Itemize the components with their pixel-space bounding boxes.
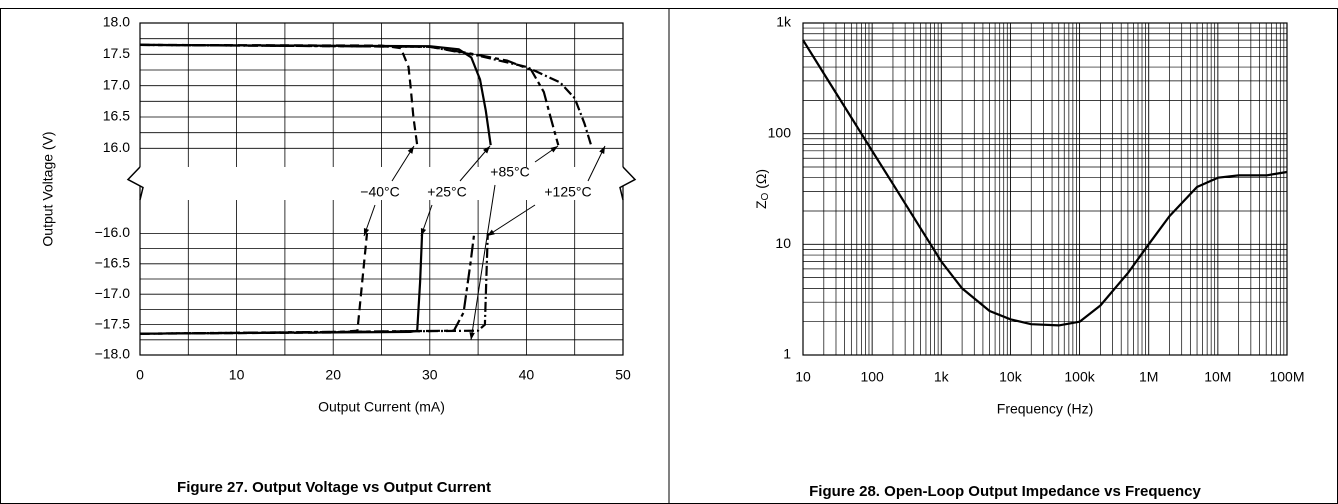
y-axis-label-part: O [760, 192, 771, 200]
arrow-head [550, 146, 558, 153]
x-tick-label: 10k [999, 369, 1023, 385]
x-tick-label: 0 [136, 367, 144, 383]
y-tick-label: −18.0 [95, 346, 131, 362]
y-axis-label-part: Z [753, 200, 769, 209]
y-tick-label: 18.0 [103, 14, 130, 30]
annotation-arrow [459, 145, 491, 182]
y-tick-label: −16.0 [95, 224, 131, 240]
series-label: +25°C [427, 184, 466, 200]
y-tick-label: −17.5 [95, 315, 131, 331]
data-line [802, 39, 1288, 327]
y-tick-label: −16.5 [95, 255, 131, 271]
y-tick-label: 100 [768, 124, 792, 140]
x-tick-label: 30 [422, 367, 438, 383]
x-tick-label: 1k [934, 369, 950, 385]
x-tick-label: 40 [519, 367, 535, 383]
series-label: +85°C [490, 164, 529, 180]
annotation-arrow [470, 184, 496, 341]
y-tick-label: 16.5 [103, 108, 130, 124]
y-axis-label: ZO (Ω) [753, 169, 771, 209]
x-tick-label: 10 [229, 367, 245, 383]
arrow-head [487, 229, 495, 236]
x-tick-label: 1M [1139, 369, 1158, 385]
y-tick-label: −17.0 [95, 285, 131, 301]
x-tick-label: 10M [1204, 369, 1231, 385]
y-tick-label: 10 [775, 235, 791, 251]
y-tick-label: 1 [783, 346, 791, 362]
arrow-head [599, 146, 605, 154]
plot-frame [139, 22, 624, 356]
x-tick-label: 50 [615, 367, 631, 383]
y-tick-label: 17.5 [103, 45, 130, 61]
annotation-arrow [486, 204, 536, 237]
chart-title: Figure 27. Output Voltage vs Output Curr… [177, 479, 491, 496]
x-tick-label: 100 [860, 369, 884, 385]
chart-title: Figure 28. Open-Loop Output Impedance vs… [809, 483, 1201, 500]
x-tick-label: 10 [795, 369, 811, 385]
arrow-head [363, 228, 370, 236]
axis-break-band [128, 167, 635, 200]
y-tick-label: 1k [776, 14, 792, 30]
data-line [139, 43, 593, 335]
y-tick-label: 16.0 [103, 139, 130, 155]
arrow-head [469, 332, 475, 340]
y-axis-label: Output Voltage (V) [40, 131, 56, 246]
arrow-head [483, 146, 490, 154]
x-tick-label: 100M [1269, 369, 1304, 385]
x-axis-label: Output Current (mA) [318, 399, 445, 415]
axis-break [619, 166, 637, 201]
arrow-head [407, 146, 414, 154]
series-label: −40°C [360, 184, 399, 200]
series-label: +125°C [544, 184, 591, 200]
arrow-head [420, 228, 427, 236]
plot-frame [802, 22, 1288, 356]
y-axis-label-part: (Ω) [753, 169, 769, 193]
x-axis-label: Frequency (Hz) [997, 401, 1093, 417]
y-tick-label: 17.0 [103, 76, 130, 92]
x-tick-label: 100k [1064, 369, 1095, 385]
x-tick-label: 20 [325, 367, 341, 383]
axis-break [126, 166, 144, 201]
